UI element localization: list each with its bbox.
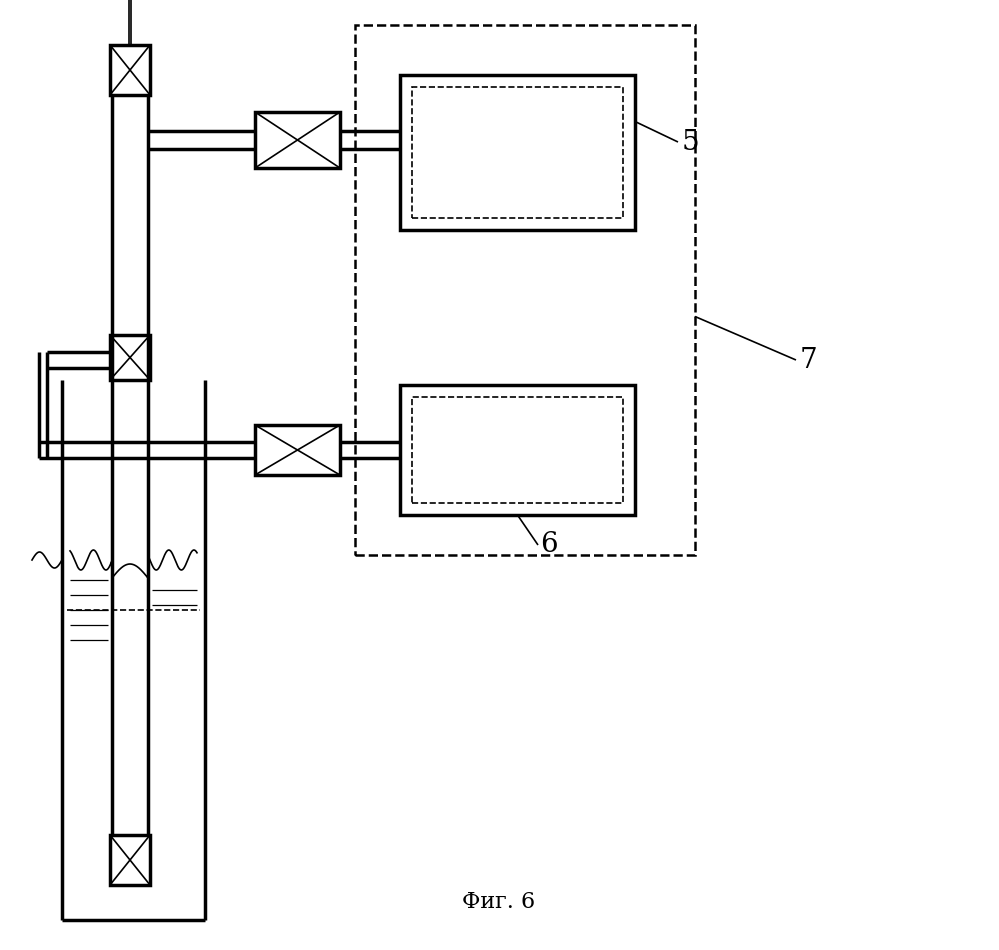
Text: Фиг. 6: Фиг. 6 — [463, 891, 535, 913]
Text: 5: 5 — [682, 128, 699, 156]
Text: 6: 6 — [540, 531, 557, 559]
Bar — [400, 75, 635, 230]
Bar — [255, 112, 340, 168]
Bar — [255, 425, 340, 475]
Bar — [110, 335, 150, 380]
Bar — [355, 25, 695, 555]
Bar — [110, 45, 150, 95]
Text: 7: 7 — [800, 347, 818, 373]
Bar — [412, 397, 623, 503]
Bar — [412, 87, 623, 218]
Bar — [400, 385, 635, 515]
Bar — [110, 835, 150, 885]
